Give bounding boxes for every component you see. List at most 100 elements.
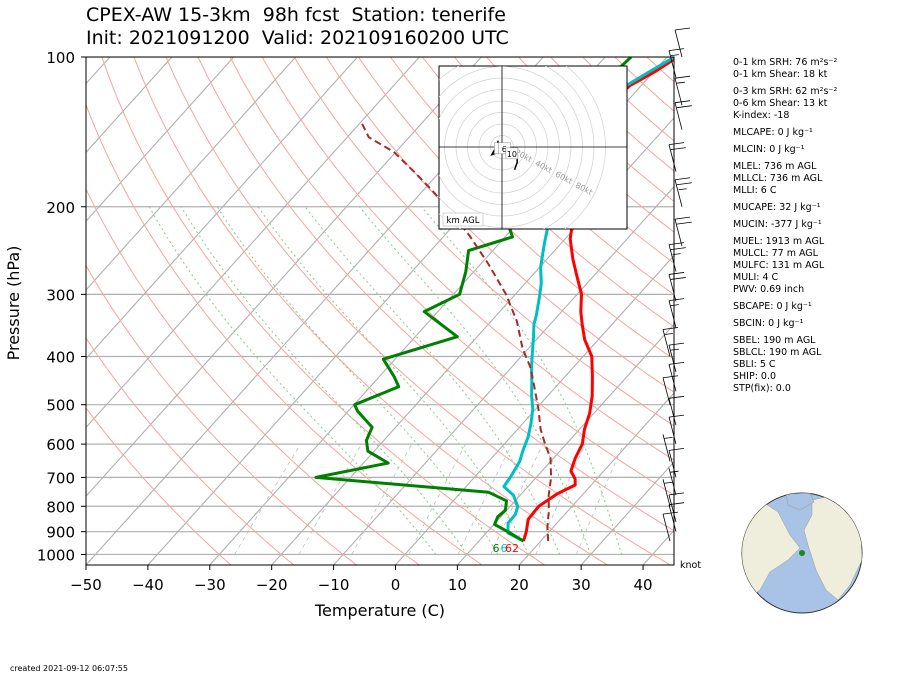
x-tick-label: 10 bbox=[448, 576, 467, 594]
x-tick-label: 0 bbox=[391, 576, 401, 594]
wind-barb bbox=[662, 327, 679, 357]
index-line: MUCIN: -377 J kg⁻¹ bbox=[733, 219, 822, 230]
x-tick-label: −40 bbox=[132, 576, 164, 594]
x-tick-label: −20 bbox=[256, 576, 288, 594]
index-line: MULI: 4 C bbox=[733, 272, 779, 283]
isotherm bbox=[456, 323, 674, 565]
moist-adiabat bbox=[180, 206, 468, 555]
globe-locator-map bbox=[741, 492, 863, 614]
wind-barb bbox=[668, 492, 685, 522]
wind-barb bbox=[668, 448, 685, 478]
isotherm bbox=[395, 254, 674, 565]
dry-adiabat bbox=[133, 57, 608, 565]
isotherm bbox=[86, 57, 482, 498]
y-axis-label: Pressure (hPa) bbox=[4, 246, 23, 361]
dry-adiabat bbox=[86, 407, 232, 565]
y-tick-label: 300 bbox=[46, 286, 75, 304]
dry-adiabat bbox=[293, 57, 674, 427]
dry-adiabat bbox=[86, 337, 295, 565]
index-line: 0-1 km Shear: 18 kt bbox=[733, 69, 828, 80]
surface-label-dewpoint: 6 bbox=[501, 542, 508, 555]
mixing-ratio-line bbox=[490, 443, 544, 555]
index-line: STP(fix): 0.0 bbox=[733, 383, 791, 394]
x-tick-label: 40 bbox=[634, 576, 653, 594]
y-tick-label: 900 bbox=[46, 524, 75, 542]
index-line: SBCIN: 0 J kg⁻¹ bbox=[733, 318, 804, 329]
surface-label-temperature: 62 bbox=[505, 542, 519, 555]
index-line: MLLCL: 736 m AGL bbox=[733, 173, 823, 184]
moist-adiabat bbox=[359, 206, 592, 555]
parcel-profile bbox=[360, 121, 553, 542]
moist-adiabat bbox=[148, 206, 437, 555]
hodograph-height-label: 10 bbox=[507, 150, 517, 159]
wind-barb bbox=[668, 48, 685, 78]
index-line: SBEL: 190 m AGL bbox=[733, 335, 816, 346]
dry-adiabat bbox=[454, 57, 674, 264]
chart-title-line1: CPEX-AW 15-3km 98h fcst Station: tenerif… bbox=[86, 4, 506, 26]
mixing-ratio-line bbox=[351, 443, 413, 555]
wind-barb bbox=[662, 479, 673, 507]
moist-adiabat bbox=[304, 206, 561, 555]
index-line: MUCAPE: 32 J kg⁻¹ bbox=[733, 202, 821, 213]
y-tick-label: 200 bbox=[46, 199, 75, 217]
moist-adiabat bbox=[216, 206, 499, 555]
wind-barb bbox=[668, 298, 685, 328]
moist-adiabat bbox=[257, 206, 530, 555]
dry-adiabat bbox=[86, 264, 357, 565]
index-line: MLEL: 736 m AGL bbox=[733, 161, 817, 172]
wind-barb bbox=[674, 75, 691, 106]
isotherm bbox=[518, 392, 674, 565]
wind-barb bbox=[668, 361, 685, 392]
dry-adiabat bbox=[101, 57, 545, 565]
x-tick-label: −50 bbox=[70, 576, 102, 594]
index-line: MULFC: 131 m AGL bbox=[733, 260, 825, 271]
wind-barb bbox=[662, 375, 679, 405]
dry-adiabat bbox=[389, 57, 674, 328]
index-line: MULCL: 77 m AGL bbox=[733, 248, 818, 259]
wind-barb bbox=[674, 216, 692, 247]
wind-barb bbox=[668, 502, 685, 532]
index-line: MLLI: 6 C bbox=[733, 185, 777, 196]
wind-barb bbox=[662, 434, 673, 462]
wind-barb bbox=[674, 177, 692, 207]
mixing-ratio-line bbox=[576, 443, 624, 555]
station-marker bbox=[799, 550, 805, 556]
index-line: SHIP: 0.0 bbox=[733, 371, 777, 382]
index-line: MLCIN: 0 J kg⁻¹ bbox=[733, 144, 805, 155]
surface-label-wetbulb: 6 bbox=[493, 542, 500, 555]
index-line: MUEL: 1913 m AGL bbox=[733, 236, 825, 247]
y-tick-label: 700 bbox=[46, 469, 75, 487]
isotherm bbox=[86, 57, 420, 429]
hodograph-height-label: 6 bbox=[502, 145, 507, 154]
hodograph-annotation-box bbox=[442, 212, 484, 227]
index-line: MLCAPE: 0 J kg⁻¹ bbox=[733, 127, 813, 138]
hodograph-annotation: km AGL bbox=[447, 216, 480, 226]
wind-barb bbox=[674, 100, 692, 130]
wind-barb bbox=[668, 142, 686, 172]
mixing-ratio-line bbox=[535, 443, 586, 555]
isotherm bbox=[86, 57, 358, 360]
index-line: SBLI: 5 C bbox=[733, 359, 776, 370]
isotherm bbox=[86, 57, 235, 222]
mixing-ratio-line bbox=[457, 443, 513, 555]
dry-adiabat bbox=[325, 57, 674, 393]
dry-adiabat bbox=[261, 57, 674, 461]
wind-barb bbox=[662, 511, 679, 542]
dry-adiabat bbox=[357, 57, 674, 360]
x-tick-label: 30 bbox=[572, 576, 591, 594]
x-tick-label: −10 bbox=[318, 576, 350, 594]
isotherm bbox=[86, 57, 173, 154]
sounding-indices-panel: 0-1 km SRH: 76 m²s⁻² 0-1 km Shear: 18 kt 0… bbox=[733, 57, 837, 395]
x-tick-label: −30 bbox=[194, 576, 226, 594]
index-line: 0-1 km SRH: 76 m²s⁻² bbox=[733, 57, 838, 68]
index-line: 0-3 km SRH: 62 m²s⁻² bbox=[733, 86, 838, 97]
index-line: SBCAPE: 0 J kg⁻¹ bbox=[733, 301, 812, 312]
globe-north-sea bbox=[785, 493, 815, 511]
wind-barb bbox=[668, 414, 685, 445]
y-tick-label: 400 bbox=[46, 349, 75, 367]
index-line: SBLCL: 190 m AGL bbox=[733, 347, 822, 358]
mixing-ratio-line bbox=[234, 443, 301, 555]
mixing-ratio-line bbox=[298, 443, 362, 555]
mixing-ratio-line bbox=[408, 443, 466, 555]
